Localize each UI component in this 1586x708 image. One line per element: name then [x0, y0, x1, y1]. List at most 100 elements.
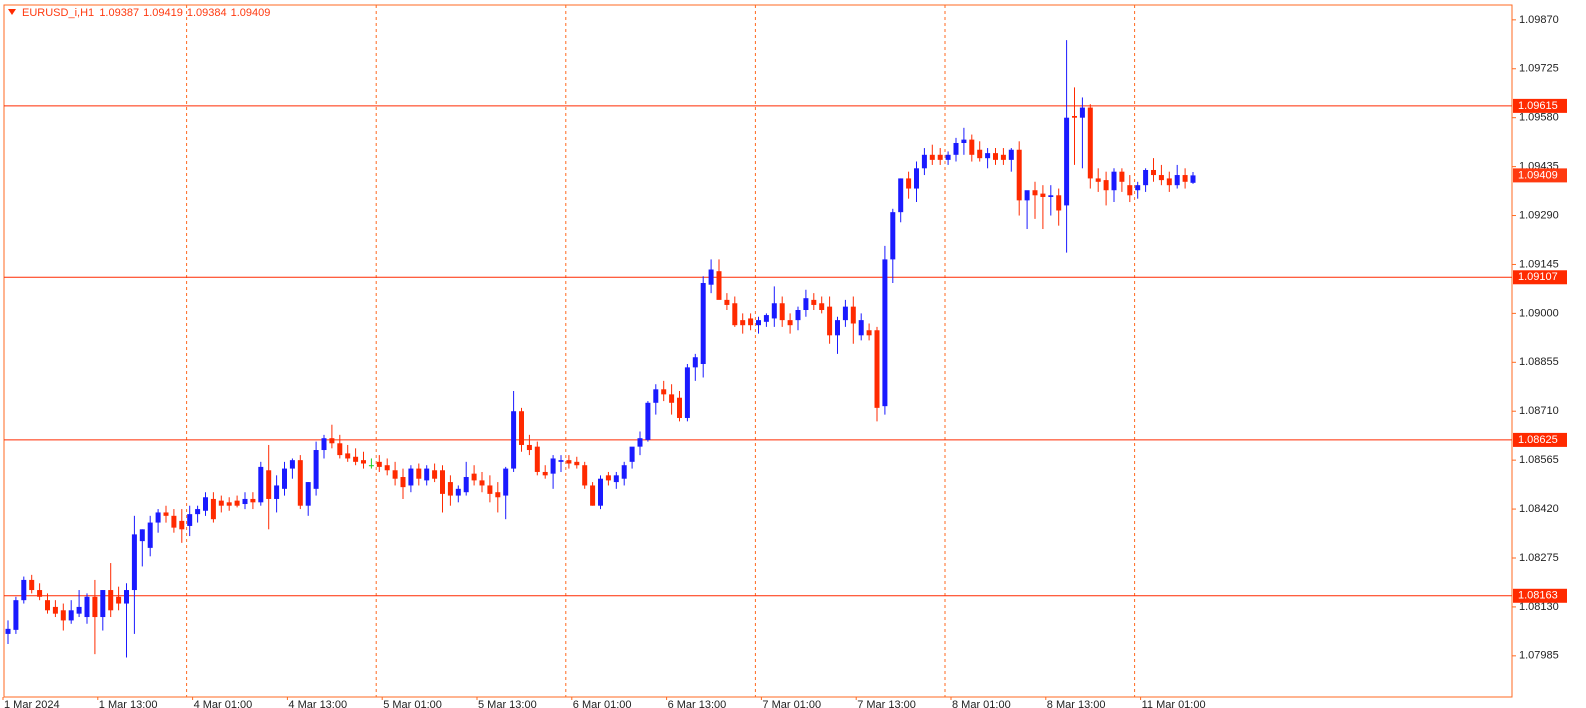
candle-body: [195, 509, 201, 515]
candle-body: [795, 310, 801, 321]
candle-body: [147, 522, 153, 548]
candle-body: [289, 460, 295, 469]
candle-body: [961, 139, 967, 143]
candle-body: [716, 271, 722, 300]
candle-body: [771, 303, 777, 319]
x-tick-label: 6 Mar 13:00: [668, 699, 727, 708]
candle-body: [45, 600, 50, 611]
candle-body: [384, 465, 390, 471]
level-box: [1513, 588, 1567, 603]
symbol: EURUSD_i,H1: [22, 7, 94, 19]
candle-body: [613, 475, 619, 483]
y-tick-label: 1.08855: [1519, 356, 1559, 368]
candle-body: [361, 460, 366, 464]
candle-body: [116, 596, 122, 604]
candle-body: [37, 590, 43, 597]
y-tick-label: 1.08275: [1519, 552, 1559, 564]
level-box: [1513, 98, 1567, 113]
candle-body: [1016, 149, 1022, 201]
candle-body: [463, 477, 469, 493]
candle-body: [139, 529, 145, 542]
candle-body: [1064, 117, 1070, 206]
candle-body: [945, 154, 951, 160]
candle-body: [748, 318, 754, 326]
candle-body: [566, 460, 572, 464]
candle-body: [914, 168, 919, 189]
y-tick-label: 1.08420: [1519, 503, 1559, 515]
candle-body: [416, 468, 422, 479]
last-high: 1.09419: [143, 7, 183, 19]
candle-body: [100, 590, 106, 618]
candle-body: [882, 259, 888, 407]
candle-body: [210, 498, 216, 520]
level-label: 1.09107: [1518, 271, 1558, 283]
candle-body: [447, 482, 453, 496]
candle-body: [803, 298, 809, 311]
candle-body: [1111, 171, 1117, 191]
last-open: 1.09387: [99, 7, 139, 19]
candle-body: [1135, 185, 1141, 191]
candle-body: [1103, 180, 1109, 191]
candle-body: [432, 470, 438, 479]
menu-triangle[interactable]: [8, 9, 16, 15]
candle-body: [345, 453, 351, 459]
candle-body: [542, 471, 548, 476]
candle-body: [1079, 107, 1085, 118]
candle-body: [850, 306, 856, 324]
candle-body: [321, 438, 327, 451]
candle-body: [874, 330, 880, 408]
candle-body: [574, 461, 580, 466]
candle-body: [408, 468, 414, 486]
x-tick-label: 8 Mar 13:00: [1047, 699, 1106, 708]
candle-body: [1127, 185, 1133, 196]
candle-body: [108, 590, 114, 611]
level-box: [1513, 270, 1567, 285]
candle-body: [724, 299, 730, 305]
y-tick-label: 1.08130: [1519, 601, 1559, 613]
chart-header: EURUSD_i,H1 1.09387 1.09419 1.09384 1.09409: [22, 7, 270, 19]
level-label: 1.08163: [1518, 590, 1558, 602]
candle-body: [163, 512, 169, 516]
candle-body: [1166, 178, 1172, 186]
y-tick-label: 1.09870: [1519, 14, 1559, 26]
candle-body: [1174, 175, 1180, 186]
candle-body: [1040, 193, 1046, 197]
x-tick-label: 1 Mar 2024: [4, 699, 60, 708]
y-tick-label: 1.09000: [1519, 307, 1559, 319]
candle-body: [985, 153, 991, 159]
plot-frame: [3, 4, 1513, 698]
candle-body: [440, 470, 445, 494]
candle-body: [969, 139, 975, 155]
y-tick-label: 1.07985: [1519, 650, 1559, 662]
candle-body: [1056, 195, 1062, 211]
candle-body: [171, 515, 177, 528]
last-close: 1.09409: [231, 7, 271, 19]
candle-body: [692, 357, 698, 368]
y-tick-label: 1.09580: [1519, 112, 1559, 124]
candle-body: [1048, 195, 1054, 197]
candle-body: [677, 397, 682, 418]
candle-body: [68, 610, 74, 621]
candle-body: [621, 465, 627, 479]
candle-body: [929, 154, 935, 160]
x-tick-label: 7 Mar 01:00: [762, 699, 821, 708]
candle-body: [511, 411, 517, 469]
candle-body: [471, 473, 477, 481]
candle-body: [1024, 190, 1030, 201]
level-label: 1.09615: [1518, 100, 1558, 112]
candle-body: [1087, 107, 1093, 179]
candle-body: [519, 411, 524, 445]
candle-body: [1190, 175, 1196, 183]
candle-body: [131, 534, 137, 591]
candle-body: [124, 590, 129, 604]
candle-body: [526, 444, 532, 451]
candle-body: [1158, 175, 1164, 181]
candle-body: [155, 512, 161, 523]
candle-body: [1095, 178, 1101, 182]
candle-body: [258, 466, 264, 503]
price-box: [1513, 168, 1567, 183]
candle-body: [479, 480, 485, 486]
level-label: 1.08625: [1518, 434, 1558, 446]
